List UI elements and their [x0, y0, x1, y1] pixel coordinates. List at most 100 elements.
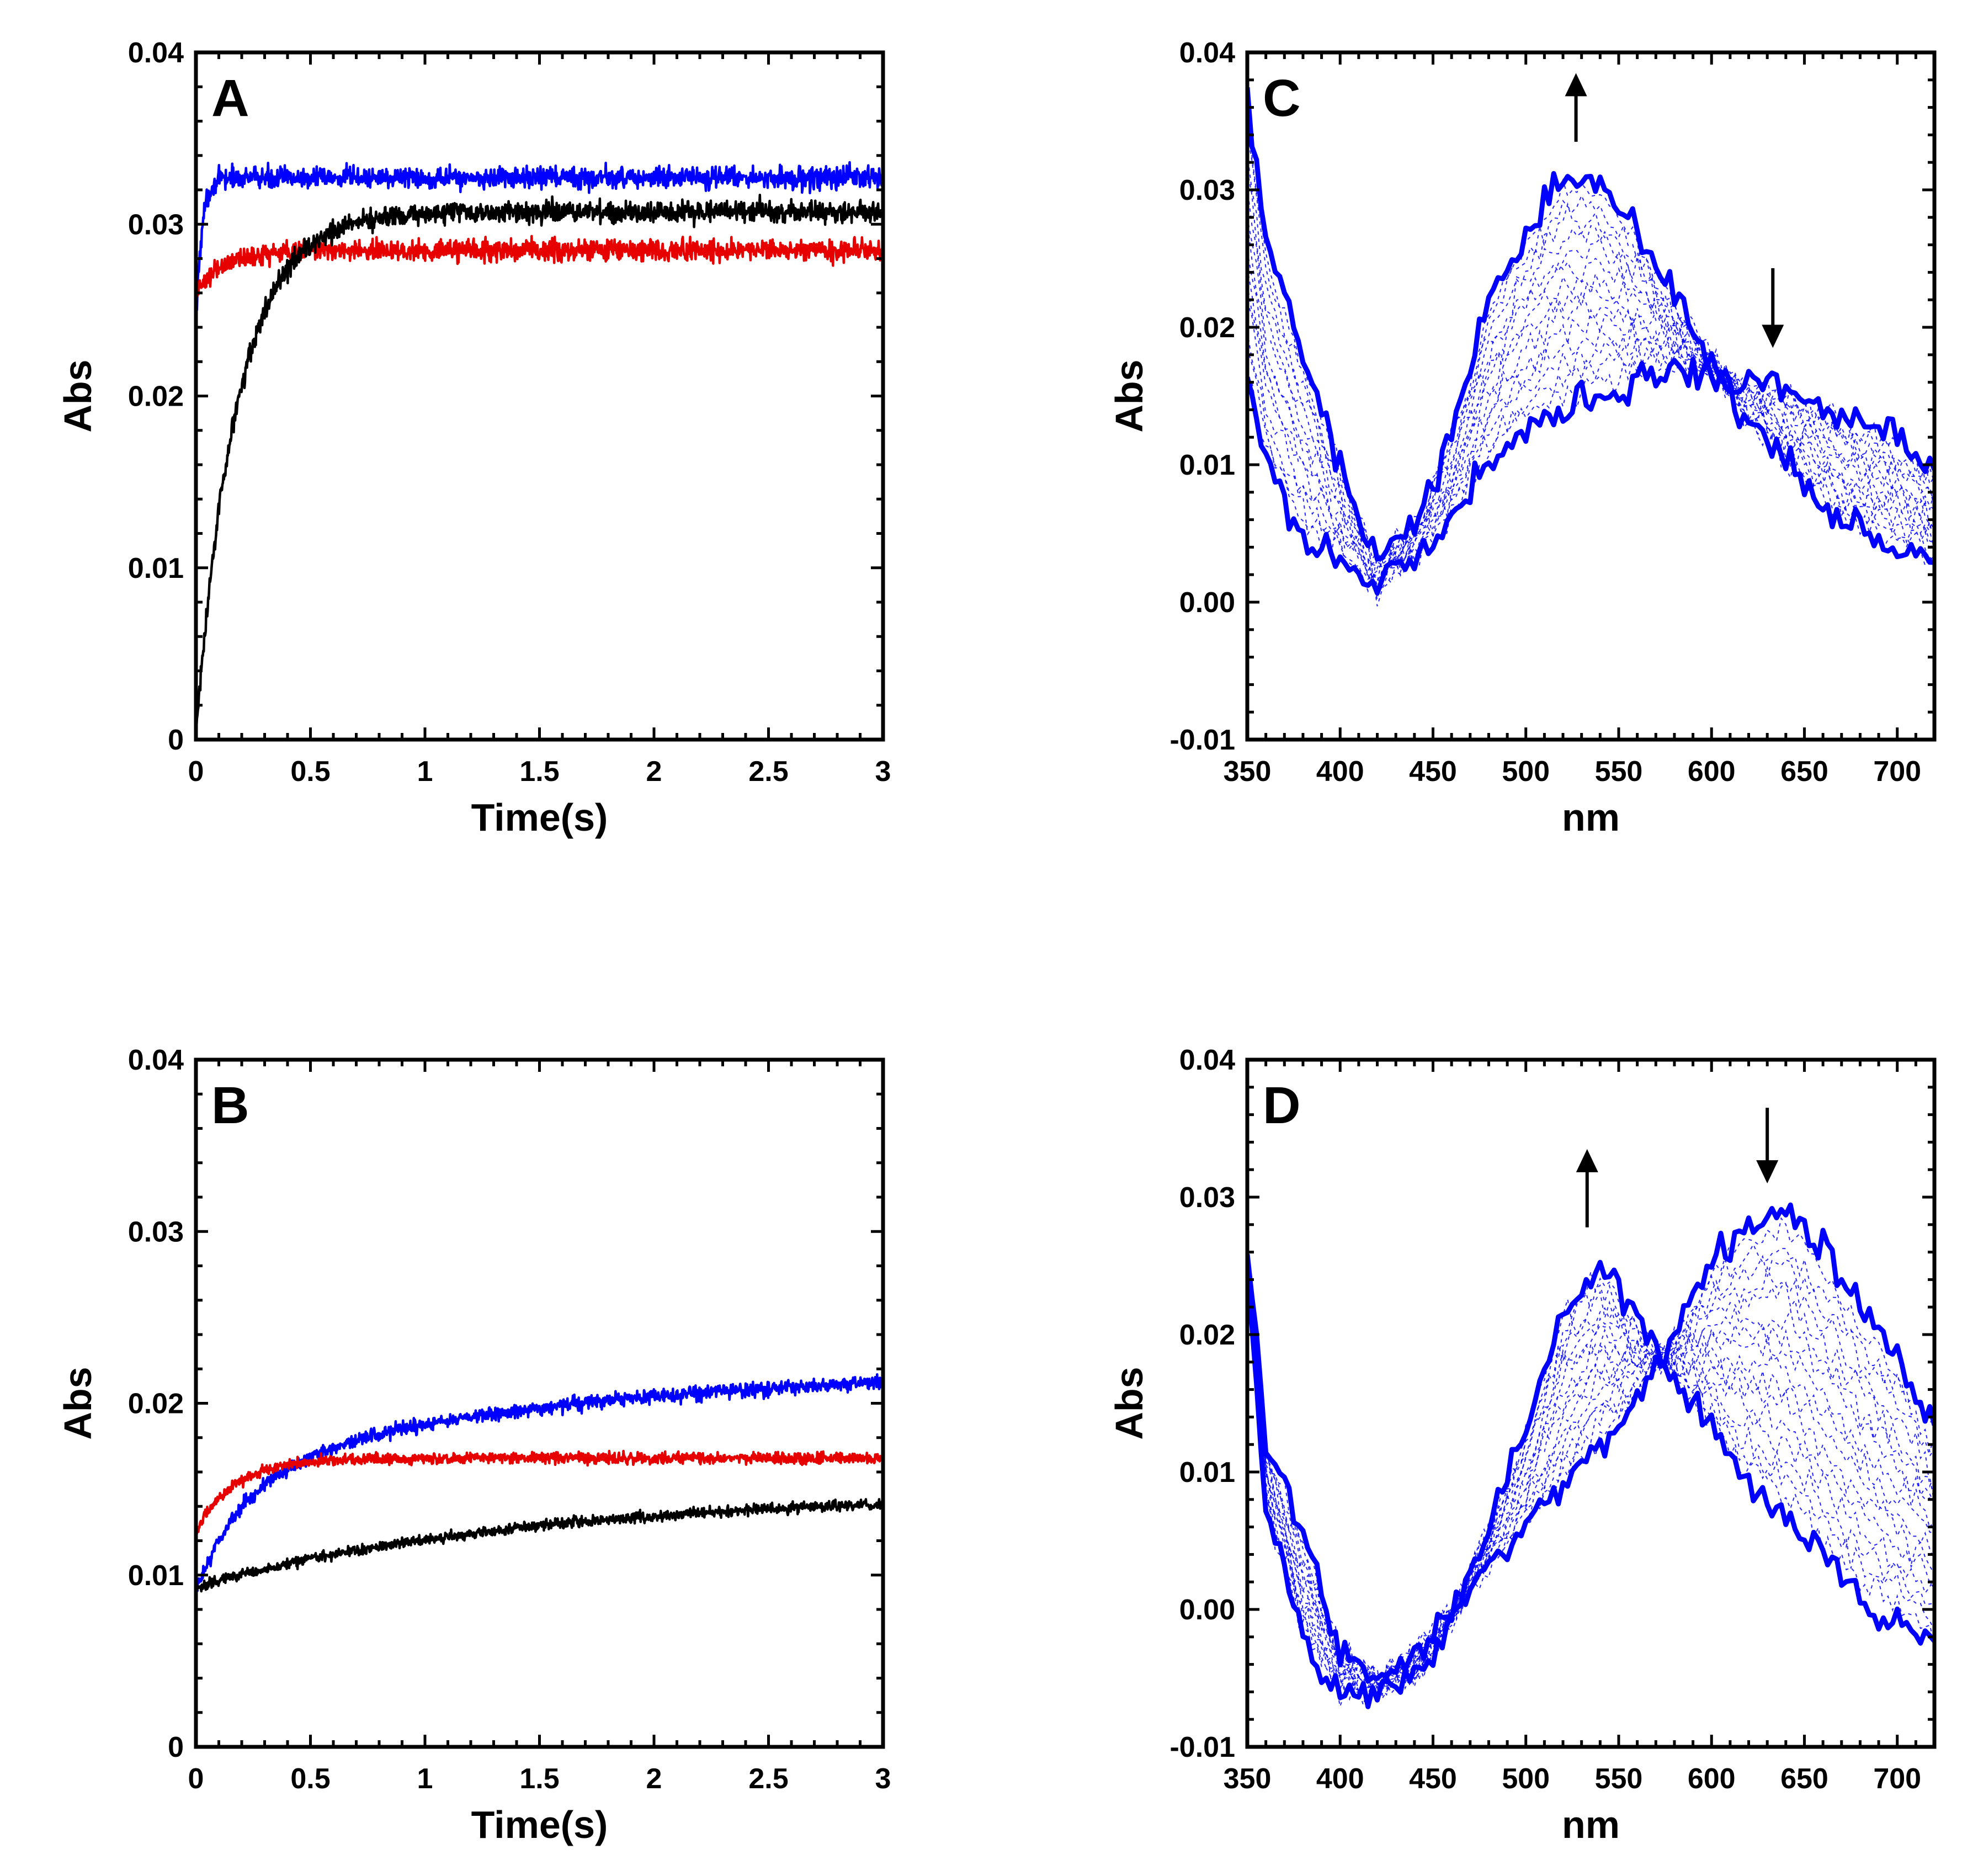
panel-d-x-tick-label: 650: [1780, 1763, 1828, 1795]
panel-b-y-tick-label: 0: [168, 1731, 184, 1763]
panel-c-y-tick-label: -0.01: [1169, 724, 1235, 756]
panel-d-y-tick-label: 0.01: [1179, 1457, 1235, 1489]
panel-c-intermediate-spectrum: [1247, 267, 1934, 600]
panel-c-x-tick-label: 650: [1780, 756, 1828, 788]
panel-d-x-tick-label: 350: [1224, 1763, 1272, 1795]
panel-a-x-axis-label: Time(s): [471, 796, 608, 839]
panel-b-x-tick-label: 0: [188, 1763, 204, 1795]
panel-c-intermediate-spectrum: [1247, 216, 1934, 572]
panel-a-y-axis-label: Abs: [56, 359, 99, 432]
panel-c-arrow-up-icon: [1565, 73, 1587, 142]
panel-c-plot-area: [1247, 87, 1934, 607]
panel-c-y-tick-label: 0.01: [1179, 449, 1235, 481]
panel-c-x-tick-label: 500: [1502, 756, 1550, 788]
panel-c-intermediate-spectrum: [1247, 284, 1934, 592]
panel-b-y-tick-label: 0.02: [128, 1388, 184, 1420]
panel-a-x-tick-label: 2: [646, 756, 662, 788]
panel-d-intermediate-spectrum: [1247, 1264, 1934, 1688]
panel-d: 350 400 450 500 550 600 650 700 -0.01 0.00 0.01 0.0…: [1108, 1044, 1937, 1846]
panel-c-intermediate-spectrum: [1247, 220, 1934, 567]
panel-c-y-tick-label: 0.00: [1179, 587, 1235, 619]
panel-a-y-tick-label: 0.01: [128, 552, 184, 584]
panel-d-intermediate-spectrum: [1247, 1259, 1934, 1692]
panel-d-x-tick-label: 700: [1873, 1763, 1921, 1795]
panel-a-x-tick-label: 3: [875, 756, 891, 788]
panel-d-arrow-up-icon: [1576, 1149, 1598, 1227]
panel-c-intermediate-spectrum: [1247, 187, 1934, 576]
panel-a-y-tick-label: 0.03: [128, 209, 184, 241]
panel-b-black-trace: [196, 1498, 883, 1593]
panel-b-x-tick-label: 1.5: [519, 1763, 559, 1795]
panel-d-x-axis-label: nm: [1562, 1803, 1620, 1846]
panel-d-x-tick-label: 400: [1316, 1763, 1364, 1795]
panel-b-label: B: [211, 1076, 249, 1135]
panel-b-red-trace: [196, 1449, 883, 1538]
panel-c-label: C: [1263, 69, 1301, 127]
panel-b: 0 0.5 1 1.5 2 2.5 3 0 0.01 0.02 0.03 0.04 Time(s) Abs…: [56, 1044, 891, 1846]
panel-b-x-tick-label: 3: [875, 1763, 891, 1795]
panel-a-y-tick-label: 0.02: [128, 381, 184, 413]
panel-c-final-spectrum: [1247, 87, 1934, 565]
panel-c-y-tick-label: 0.02: [1179, 312, 1235, 344]
panel-b-x-tick-label: 2: [646, 1763, 662, 1795]
panel-a-x-tick-label: 0.5: [290, 756, 330, 788]
panel-a-x-tick-label: 2.5: [748, 756, 788, 788]
panel-b-x-tick-label: 2.5: [748, 1763, 788, 1795]
panel-c-x-tick-label: 550: [1595, 756, 1643, 788]
panel-a-x-tick-label: 0: [188, 756, 204, 788]
panel-a-label: A: [211, 69, 249, 127]
panel-b-x-tick-label: 0.5: [290, 1763, 330, 1795]
panel-c-x-tick-label: 450: [1409, 756, 1457, 788]
panel-b-x-axis-label: Time(s): [471, 1803, 608, 1846]
panel-c-arrow-down-icon: [1762, 268, 1784, 348]
panel-c-x-axis-label: nm: [1562, 796, 1620, 839]
panel-b-y-tick-label: 0.04: [128, 1044, 184, 1076]
panel-c-intermediate-spectrum: [1247, 136, 1934, 561]
panel-d-y-tick-label: 0.00: [1179, 1594, 1235, 1626]
panel-d-y-axis-label: Abs: [1108, 1367, 1151, 1439]
panel-d-x-tick-label: 450: [1409, 1763, 1457, 1795]
panel-d-y-tick-label: 0.03: [1179, 1182, 1235, 1214]
panel-d-y-tick-label: 0.02: [1179, 1319, 1235, 1351]
panel-d-y-tick-label: -0.01: [1169, 1731, 1235, 1763]
panel-d-x-tick-label: 500: [1502, 1763, 1550, 1795]
panel-c-frame: [1245, 50, 1937, 742]
panel-d-plot-area: [1247, 1202, 1934, 1709]
panel-c-y-tick-label: 0.03: [1179, 174, 1235, 206]
panel-a-black-trace: [196, 193, 883, 730]
panel-d-intermediate-spectrum: [1247, 1269, 1934, 1685]
panel-c-x-tick-label: 600: [1688, 756, 1736, 788]
panel-a-x-tick-label: 1.5: [519, 756, 559, 788]
panel-c-y-axis-label: Abs: [1108, 359, 1151, 432]
panel-d-final-spectrum: [1247, 1259, 1934, 1709]
panel-c-x-tick-label: 400: [1316, 756, 1364, 788]
panel-b-x-tick-label: 1: [417, 1763, 433, 1795]
panel-c-y-tick-label: 0.04: [1179, 37, 1235, 69]
panel-a-y-tick-label: 0: [168, 724, 184, 756]
panel-c-intermediate-spectrum: [1247, 301, 1934, 584]
panel-d-intermediate-spectrum: [1247, 1243, 1934, 1682]
panel-c-intermediate-spectrum: [1247, 342, 1934, 593]
panel-a-blue-trace: [196, 161, 883, 320]
panel-a-y-tick-label: 0.04: [128, 37, 184, 69]
panel-d-intermediate-spectrum: [1247, 1279, 1934, 1698]
panel-d-intermediate-spectrum: [1247, 1288, 1934, 1698]
panel-d-label: D: [1263, 1076, 1301, 1135]
panel-d-y-tick-label: 0.04: [1179, 1044, 1235, 1076]
panel-b-plot-area: [196, 1373, 883, 1593]
panel-d-arrow-down-icon: [1756, 1108, 1779, 1184]
panel-d-x-tick-label: 550: [1595, 1763, 1643, 1795]
panel-c-intermediate-spectrum: [1247, 250, 1934, 580]
panel-b-y-tick-label: 0.01: [128, 1560, 184, 1592]
panel-c-x-tick-label: 350: [1224, 756, 1272, 788]
panel-a: 0 0.5 1 1.5 2 2.5 3 0 0.01 0.02 0.03 0.04 Time(s) Abs…: [56, 37, 891, 839]
panel-d-x-tick-label: 600: [1688, 1763, 1736, 1795]
panel-c: 350 400 450 500 550 600 650 700 -0.01 0.00 0.01 0.0…: [1108, 37, 1937, 839]
panel-c-initial-spectrum: [1247, 357, 1934, 596]
panel-b-y-tick-label: 0.03: [128, 1216, 184, 1248]
panel-b-y-axis-label: Abs: [56, 1367, 99, 1439]
panel-c-x-tick-label: 700: [1873, 756, 1921, 788]
panel-a-plot-area: [196, 161, 883, 730]
